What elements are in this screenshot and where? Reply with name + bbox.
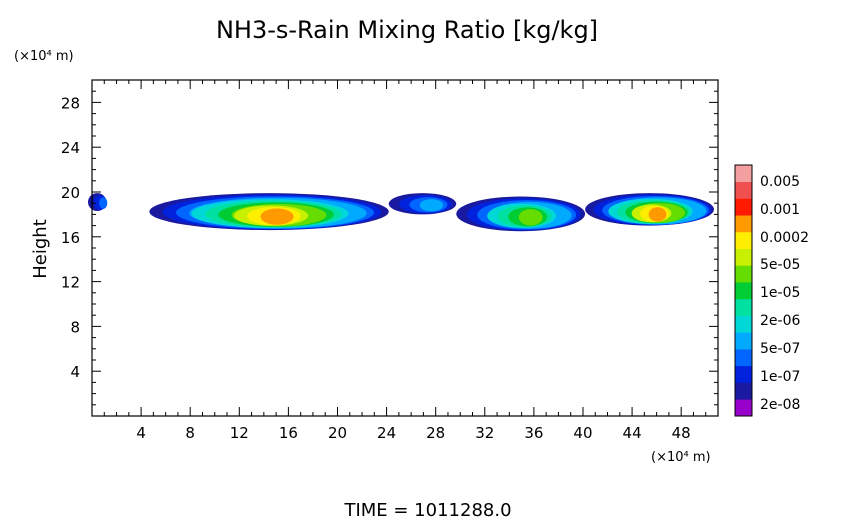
x-tick-label: 48: [672, 424, 691, 442]
y-tick-label: 12: [61, 274, 80, 292]
x-tick-label: 12: [230, 424, 249, 442]
contour-band: [518, 209, 543, 226]
colorbar-swatch: [735, 265, 752, 283]
x-tick-label: 40: [573, 424, 592, 442]
colorbar-swatch: [735, 248, 752, 266]
colorbar-swatch: [735, 332, 752, 350]
colorbar-label: 5e-05: [760, 257, 800, 273]
colorbar-label: 1e-07: [760, 369, 800, 385]
contour-region: [88, 193, 108, 212]
contour-region: [585, 193, 714, 226]
x-tick-label: 28: [426, 424, 445, 442]
colorbar-swatch: [735, 231, 752, 249]
colorbar-swatch: [735, 365, 752, 383]
colorbar-swatch: [735, 198, 752, 216]
colorbar-swatch: [735, 298, 752, 316]
colorbar-label: 2e-06: [760, 313, 800, 329]
x-tick-label: 24: [377, 424, 396, 442]
x-tick-label: 36: [524, 424, 543, 442]
colorbar-swatch: [735, 349, 752, 367]
y-tick-label: 28: [61, 94, 80, 112]
colorbar-swatch: [735, 181, 752, 199]
colorbar-swatch: [735, 382, 752, 400]
y-tick-label: 4: [70, 363, 80, 381]
x-tick-label: 20: [328, 424, 347, 442]
colorbar-label: 5e-07: [760, 341, 800, 357]
contour-band: [260, 208, 294, 225]
contour-region: [149, 193, 389, 231]
x-axis-unit: (×10⁴ m): [651, 450, 711, 465]
colorbar-label: 2e-08: [760, 397, 800, 413]
colorbar-label: 0.005: [760, 174, 800, 190]
y-axis-label: Height: [30, 219, 51, 279]
y-tick-label: 20: [61, 184, 80, 202]
colorbar-swatch: [735, 282, 752, 300]
colorbar-swatch: [735, 315, 752, 333]
time-annotation: TIME = 1011288.0: [343, 500, 511, 519]
plot-frame: [91, 79, 719, 417]
colorbar-swatch: [735, 165, 752, 183]
colorbar-label: 0.0002: [760, 230, 809, 246]
colorbar-swatch: [735, 215, 752, 233]
contour-band: [99, 197, 108, 209]
x-tick-label: 32: [475, 424, 494, 442]
x-tick-label: 44: [623, 424, 642, 442]
x-tick-label: 16: [279, 424, 298, 442]
contour-regions: [88, 193, 714, 232]
contour-region: [388, 193, 457, 215]
chart-title: NH3-s-Rain Mixing Ratio [kg/kg]: [216, 16, 598, 44]
colorbar-label: 0.001: [760, 202, 800, 218]
contour-band: [648, 207, 667, 222]
x-tick-label: 4: [136, 424, 146, 442]
y-tick-label: 16: [61, 229, 80, 247]
colorbar-label: 1e-05: [760, 285, 800, 301]
y-tick-label: 24: [61, 139, 80, 157]
colorbar-frame: [734, 164, 753, 417]
x-tick-label: 8: [185, 424, 195, 442]
y-axis-unit: (×10⁴ m): [14, 49, 74, 64]
y-tick-label: 8: [70, 318, 80, 336]
contour-band: [419, 199, 444, 212]
contour-region: [456, 196, 586, 232]
colorbar-swatch: [735, 399, 752, 417]
colorbar: 0.005 0.001 0.0002 5e-05 1e-05 2e-06 5e-07 1e-0…: [734, 164, 809, 417]
